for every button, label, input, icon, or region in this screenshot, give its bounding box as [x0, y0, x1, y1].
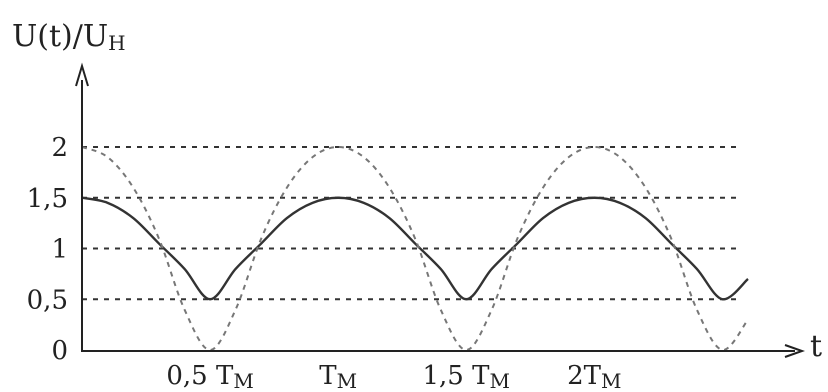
y-tick-label: 1 — [51, 235, 68, 265]
y-axis-arrow-icon — [75, 62, 89, 87]
y-axis-title-main: U(t)/U — [12, 19, 108, 54]
x-tick-label-sub: M — [233, 369, 253, 392]
x-tick-label: 1,5 TM — [423, 361, 510, 392]
y-axis-title: U(t)/UH — [12, 19, 126, 55]
x-tick-label-sub: M — [489, 369, 509, 392]
y-tick-label: 0 — [51, 336, 68, 366]
x-tick-label-sub: M — [601, 369, 621, 392]
x-tick-label-main: 1,5 T — [423, 361, 491, 391]
y-tick-label: 1,5 — [27, 184, 68, 214]
y-axis-title-sub: H — [108, 31, 125, 55]
series-line-dashed — [81, 145, 749, 352]
series-group — [81, 145, 749, 352]
x-tick-label-main: T — [319, 361, 337, 391]
x-axis-arrow-icon — [784, 344, 806, 358]
x-tick-label: 0,5 TM — [166, 361, 253, 392]
x-tick-label-sub: M — [337, 369, 357, 392]
x-axis-title: t — [810, 329, 822, 364]
x-tick-label-main: 0,5 T — [166, 361, 234, 391]
x-tick-label: 2TM — [567, 361, 621, 392]
gridlines — [82, 146, 740, 301]
x-tick-label: TM — [319, 361, 357, 392]
x-tick-label-main: 2T — [567, 361, 602, 391]
series-line-solid — [81, 196, 749, 301]
y-tick-label: 0,5 — [27, 285, 68, 315]
axes — [75, 62, 806, 358]
y-tick-label: 2 — [51, 133, 68, 163]
